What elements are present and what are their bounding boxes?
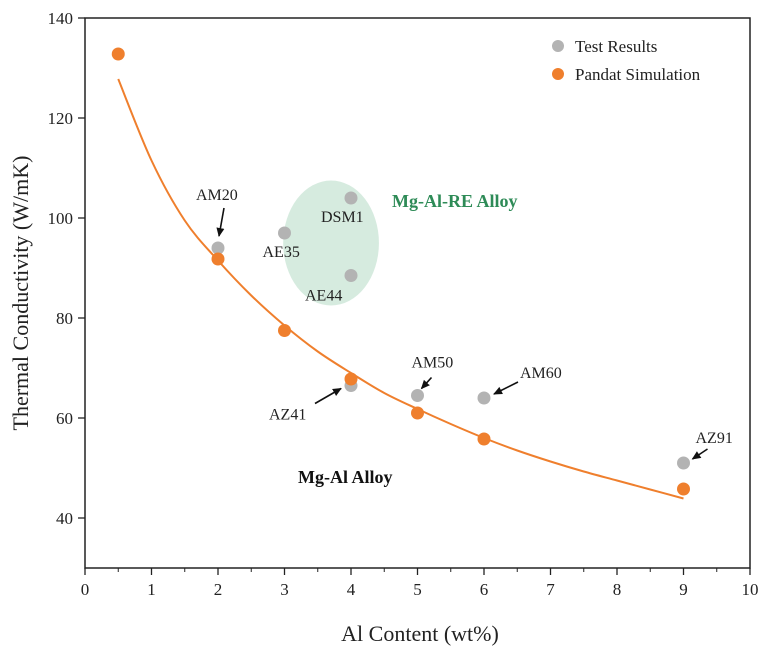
- x-tick-label-5: 5: [413, 580, 422, 599]
- region-label-mg-al: Mg-Al Alloy: [298, 467, 393, 487]
- point-pandat-simulation-4: [411, 406, 424, 420]
- annotations-layer: AM20 AE35 DSM1 AE44 AZ41 AM50 AM60 AZ91: [196, 187, 733, 460]
- y-tick-label-140: 140: [48, 9, 74, 28]
- legend-label-test-results: Test Results: [575, 37, 657, 56]
- x-tick-label-3: 3: [280, 580, 289, 599]
- point-test-results-5: [411, 389, 424, 402]
- point-pandat-simulation-2: [278, 324, 291, 337]
- y-tick-label-80: 80: [56, 309, 73, 328]
- legend: Test Results Pandat Simulation: [552, 37, 701, 84]
- point-pandat-simulation-3: [344, 372, 358, 386]
- annotation-label-az91: AZ91: [696, 430, 733, 447]
- x-tick-label-9: 9: [679, 580, 688, 599]
- region-label-mg-al-re: Mg-Al-RE Alloy: [392, 191, 518, 211]
- legend-marker-test-results: [552, 40, 564, 52]
- annotation-label-am50: AM50: [412, 355, 454, 372]
- legend-label-pandat-simulation: Pandat Simulation: [575, 65, 701, 84]
- y-tick-label-100: 100: [48, 209, 74, 228]
- point-test-results-7: [677, 456, 690, 470]
- annotation-label-ae44: AE44: [305, 288, 342, 305]
- fit-curve-layer: [117, 78, 684, 500]
- x-axis-title: Al Content (wt%): [341, 621, 499, 646]
- data-points-layer: [111, 47, 690, 496]
- x-tick-label-2: 2: [214, 580, 223, 599]
- x-tick-label-8: 8: [613, 580, 622, 599]
- x-tick-label-10: 10: [742, 580, 759, 599]
- annotation-label-am60: AM60: [520, 365, 562, 382]
- y-tick-label-60: 60: [56, 409, 73, 428]
- point-test-results-1: [278, 226, 291, 240]
- annotation-arrow-az91: [691, 448, 708, 460]
- point-test-results-3: [344, 269, 358, 282]
- x-tick-label-1: 1: [147, 580, 156, 599]
- annotation-label-ae35: AE35: [263, 244, 300, 261]
- point-pandat-simulation-0: [111, 47, 125, 61]
- axes-layer: 0 1 2 3 4 5 6 7 8 9 10 40 60 80 100 120 140: [48, 9, 759, 599]
- x-tick-label-6: 6: [480, 580, 489, 599]
- annotation-label-az41: AZ41: [269, 407, 306, 424]
- annotation-arrow-am20: [216, 207, 225, 237]
- x-tick-label-4: 4: [347, 580, 356, 599]
- y-tick-label-40: 40: [56, 509, 73, 528]
- point-pandat-simulation-6: [677, 482, 690, 496]
- annotation-label-am20: AM20: [196, 187, 238, 204]
- x-tick-label-7: 7: [546, 580, 555, 599]
- plot-frame: [84, 17, 751, 569]
- x-tick-label-0: 0: [81, 580, 90, 599]
- fit-curve: [117, 78, 684, 500]
- annotation-arrow-az41: [314, 387, 342, 405]
- annotation-arrow-am60: [493, 381, 519, 395]
- point-test-results-0: [211, 241, 225, 255]
- point-test-results-6: [477, 391, 491, 405]
- point-test-results-2: [344, 191, 358, 205]
- y-axis-title: Thermal Conductivity (W/mK): [8, 156, 33, 431]
- point-pandat-simulation-5: [477, 432, 491, 446]
- y-tick-label-120: 120: [48, 109, 74, 128]
- annotation-arrow-am50: [420, 376, 433, 390]
- legend-marker-pandat-simulation: [552, 68, 564, 80]
- annotation-label-dsm1: DSM1: [321, 209, 364, 226]
- point-pandat-simulation-1: [211, 252, 225, 266]
